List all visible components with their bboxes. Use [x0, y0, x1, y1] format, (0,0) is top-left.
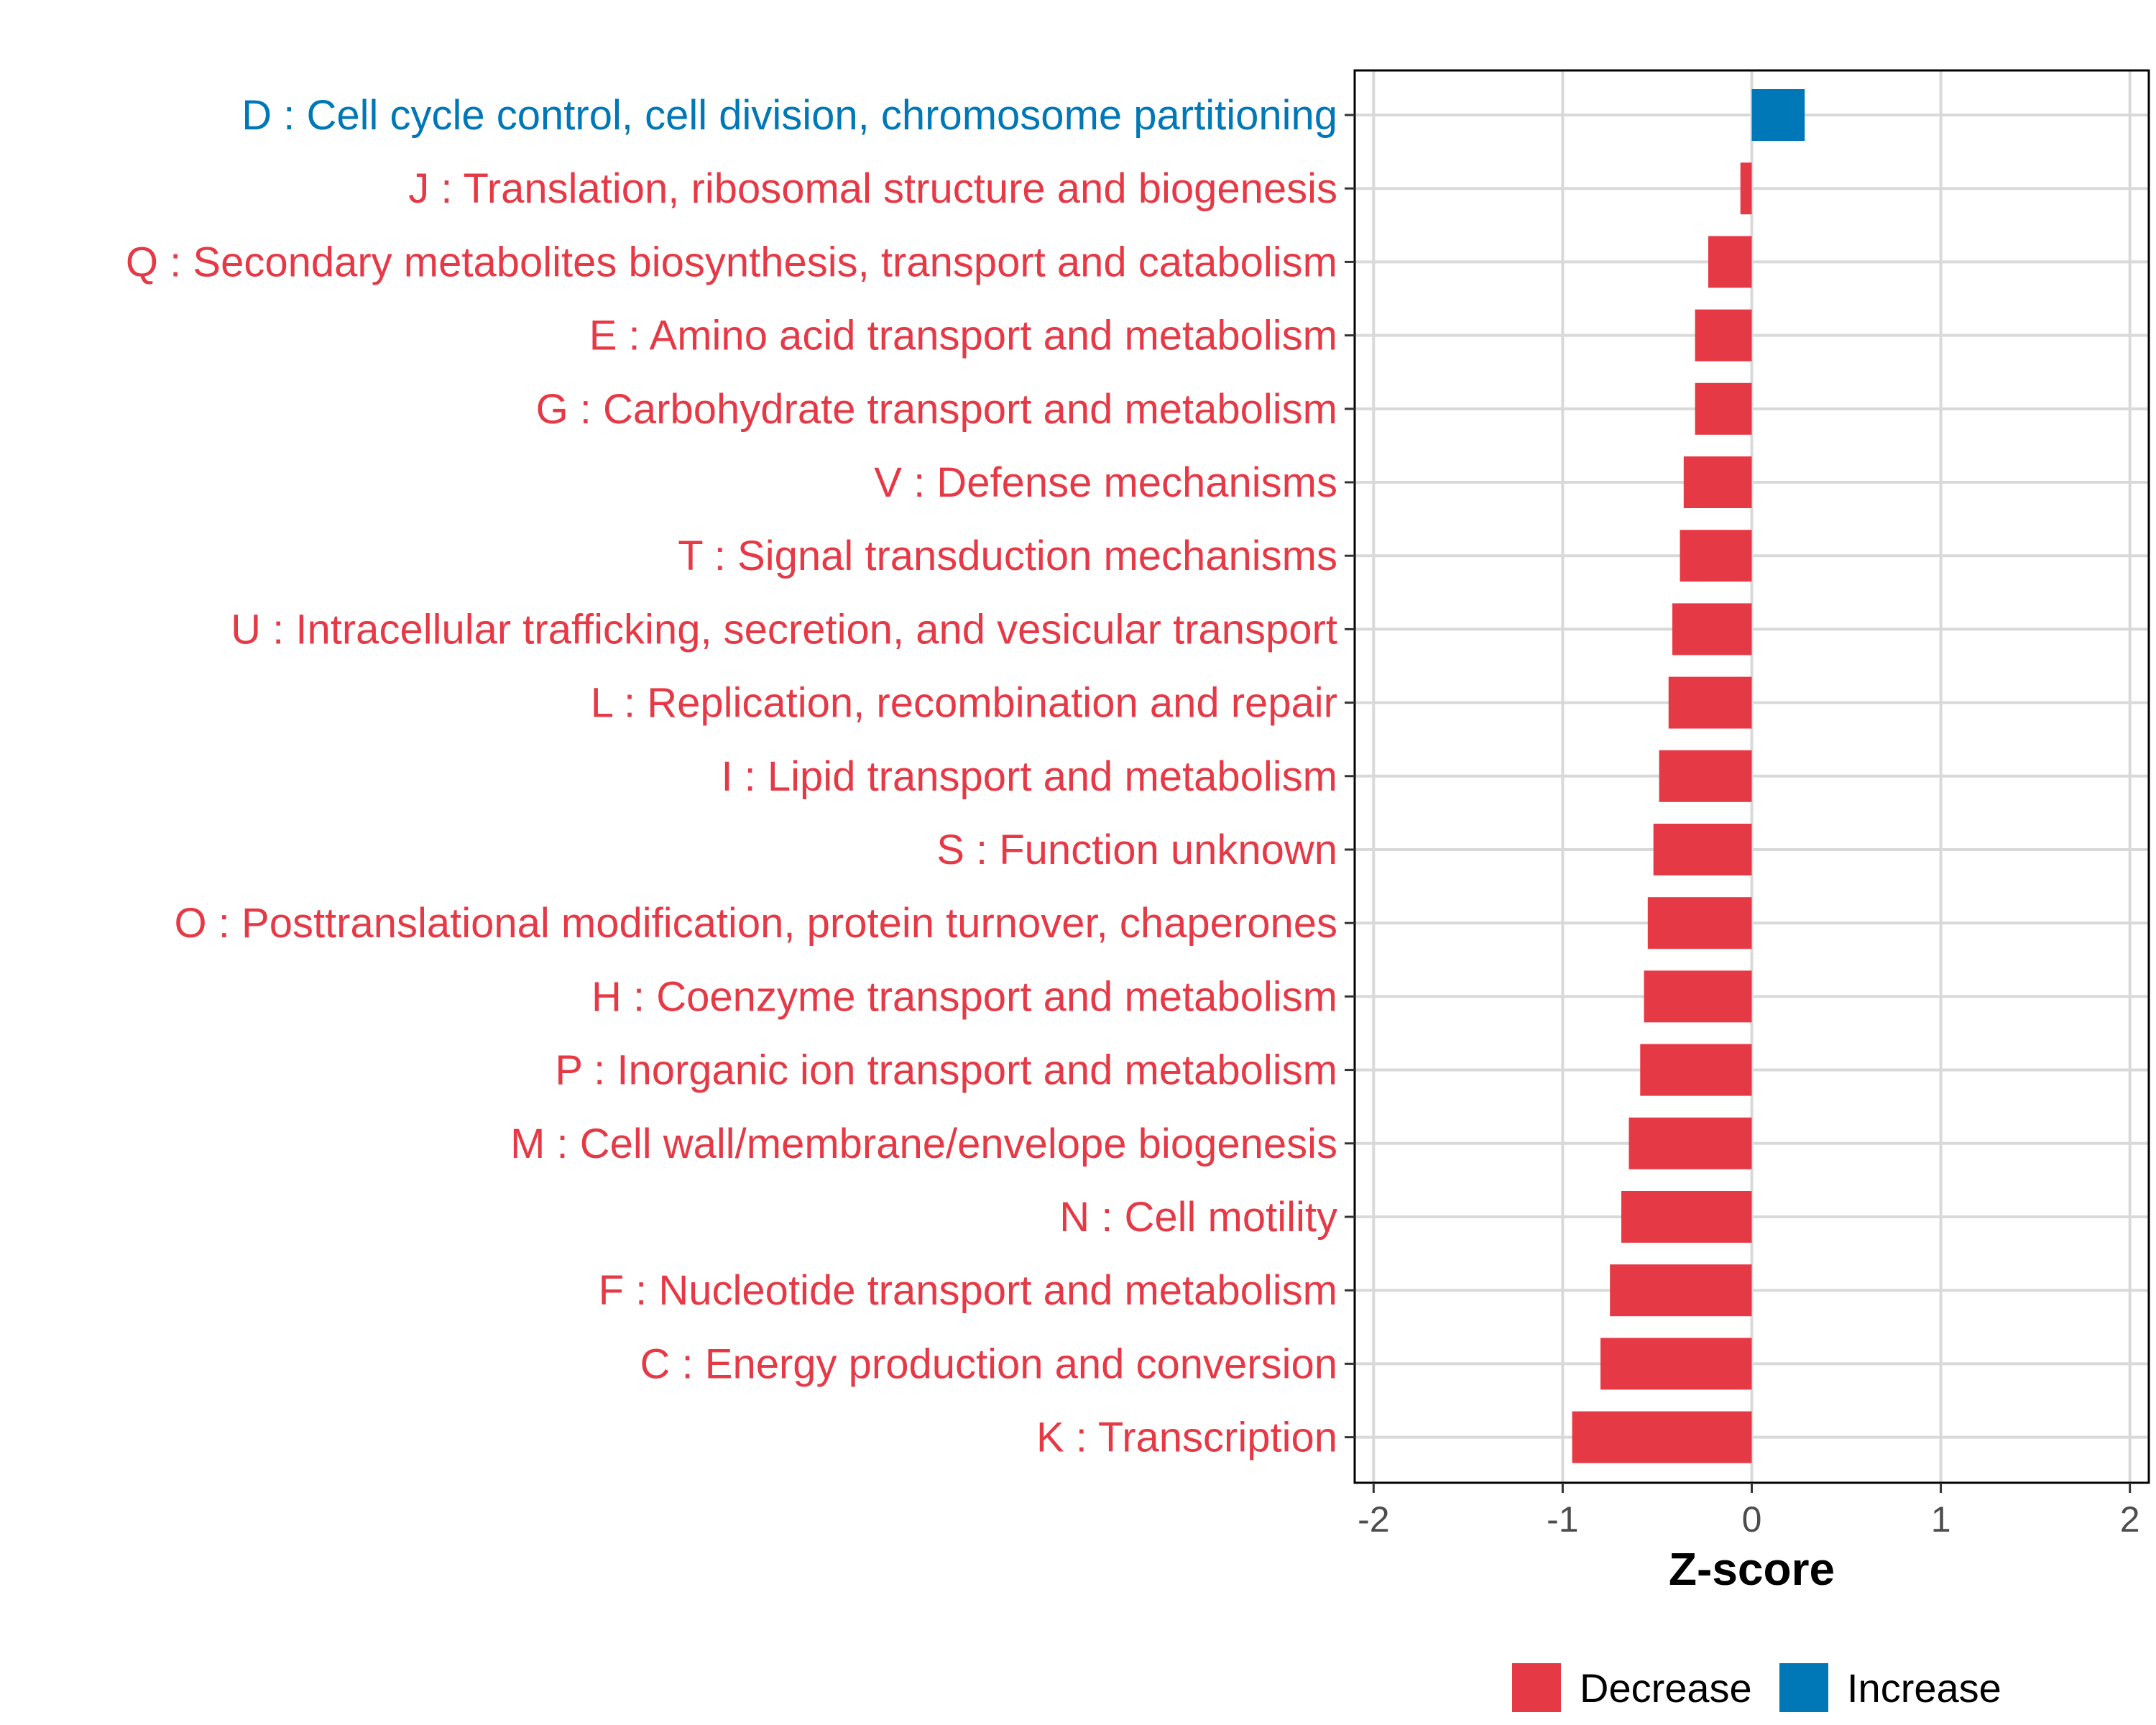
bar-2 [1708, 236, 1752, 288]
y-tick-label-12: H : Coenzyme transport and metabolism [591, 973, 1337, 1020]
x-axis: -2 -1 0 1 2 [1358, 1483, 2140, 1540]
bar-13 [1640, 1044, 1752, 1096]
y-tick-label-5: V : Defense mechanisms [874, 459, 1337, 506]
legend-label-decrease: Decrease [1580, 1665, 1752, 1711]
y-tick-label-14: M : Cell wall/membrane/envelope biogenes… [510, 1121, 1337, 1167]
x-tick-label-4: 2 [2120, 1499, 2140, 1540]
y-tick-label-15: N : Cell motility [1059, 1194, 1337, 1241]
y-tick-label-2: Q : Secondary metabolites biosynthesis, … [126, 239, 1337, 285]
bar-10 [1653, 824, 1752, 875]
bar-11 [1647, 897, 1752, 949]
bar-6 [1680, 530, 1752, 582]
bar-16 [1610, 1264, 1752, 1317]
bar-8 [1668, 676, 1752, 729]
bar-9 [1659, 750, 1752, 802]
legend: Decrease Increase [1512, 1663, 2001, 1712]
bar-4 [1695, 382, 1752, 435]
bar-1 [1740, 162, 1752, 215]
y-tick-label-16: F : Nucleotide transport and metabolism [599, 1267, 1337, 1314]
legend-label-increase: Increase [1847, 1665, 2001, 1711]
x-tick-label-3: 1 [1931, 1499, 1951, 1540]
y-tick-label-11: O : Posttranslational modification, prot… [175, 900, 1337, 947]
x-tick-label-0: -2 [1358, 1499, 1389, 1540]
bar-14 [1628, 1117, 1752, 1169]
bar-0 [1751, 89, 1805, 141]
y-tick-label-3: E : Amino acid transport and metabolism [589, 313, 1337, 359]
bar-layer [1572, 89, 1805, 1463]
y-tick-label-8: L : Replication, recombination and repai… [591, 680, 1337, 727]
bar-3 [1695, 309, 1752, 362]
legend-swatch-increase [1779, 1663, 1828, 1712]
bar-12 [1644, 970, 1752, 1023]
bar-18 [1572, 1411, 1752, 1463]
bar-5 [1683, 456, 1752, 508]
y-tick-label-10: S : Function unknown [936, 827, 1337, 873]
y-tick-label-1: J : Translation, ribosomal structure and… [408, 165, 1337, 212]
bar-7 [1672, 603, 1752, 656]
y-tick-label-0: D : Cell cycle control, cell division, c… [241, 92, 1337, 139]
bar-17 [1600, 1338, 1752, 1390]
y-tick-label-7: U : Intracellular trafficking, secretion… [231, 606, 1337, 653]
y-tick-label-4: G : Carbohydrate transport and metabolis… [536, 386, 1337, 433]
x-tick-label-1: -1 [1547, 1499, 1578, 1540]
y-tick-label-18: K : Transcription [1036, 1414, 1337, 1461]
x-axis-title: Z-score [1669, 1543, 1835, 1595]
bar-15 [1621, 1191, 1752, 1243]
legend-swatch-decrease [1512, 1663, 1561, 1712]
x-tick-label-2: 0 [1742, 1499, 1762, 1540]
y-tick-label-17: C : Energy production and conversion [640, 1340, 1337, 1387]
y-tick-label-9: I : Lipid transport and metabolism [721, 753, 1337, 800]
y-axis: D : Cell cycle control, cell division, c… [126, 92, 1355, 1461]
y-tick-label-6: T : Signal transduction mechanisms [678, 533, 1337, 579]
y-tick-label-13: P : Inorganic ion transport and metaboli… [555, 1047, 1337, 1094]
